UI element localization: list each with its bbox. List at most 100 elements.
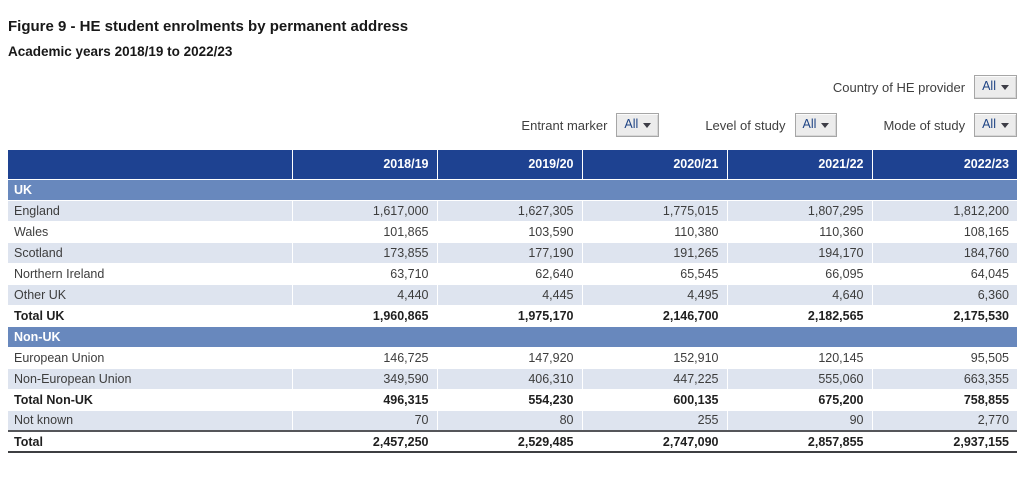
- filter-level-of-study: Level of study All: [705, 113, 838, 137]
- level-of-study-dropdown[interactable]: All: [794, 113, 838, 137]
- value-cell: 110,360: [727, 221, 873, 243]
- table-row: Total 2,457,250 2,529,485 2,747,090 2,857,85…: [8, 430, 1017, 453]
- value-cell: 63,710: [292, 263, 438, 285]
- filter-row-bottom: Entrant marker All Level of study All Mo…: [8, 113, 1017, 137]
- value-cell: 4,445: [437, 284, 583, 306]
- filter-label-country-of-he-provider: Country of HE provider: [832, 79, 966, 95]
- figure-subtitle: Academic years 2018/19 to 2022/23: [8, 44, 233, 59]
- value-cell: 6,360: [872, 284, 1017, 306]
- dropdown-value: All: [982, 117, 996, 131]
- value-cell: 406,310: [437, 368, 583, 390]
- year-column-header: 2022/23: [872, 150, 1017, 180]
- table-row: Northern Ireland 63,710 62,640 65,545 66,095…: [8, 263, 1017, 285]
- section-label: UK: [8, 179, 1017, 201]
- value-cell: 2,182,565: [727, 305, 873, 327]
- filter-row-top: Country of HE provider All: [8, 75, 1017, 99]
- table-row: Total Non-UK 496,315 554,230 600,135 675,200…: [8, 389, 1017, 411]
- value-cell: 146,725: [292, 347, 438, 369]
- value-cell: 191,265: [582, 242, 728, 264]
- value-cell: 2,747,090: [582, 430, 728, 453]
- value-cell: 2,937,155: [872, 430, 1017, 453]
- value-cell: 147,920: [437, 347, 583, 369]
- value-cell: 1,975,170: [437, 305, 583, 327]
- row-label: Total UK: [8, 305, 293, 327]
- value-cell: 675,200: [727, 389, 873, 411]
- value-cell: 62,640: [437, 263, 583, 285]
- value-cell: 70: [292, 410, 438, 432]
- filter-label-entrant-marker: Entrant marker: [521, 117, 608, 133]
- section-header-row: UK: [8, 179, 1017, 201]
- row-label: European Union: [8, 347, 293, 369]
- value-cell: 1,775,015: [582, 200, 728, 222]
- value-cell: 4,440: [292, 284, 438, 306]
- caret-down-icon: [1001, 85, 1009, 90]
- value-cell: 255: [582, 410, 728, 432]
- caret-down-icon: [1001, 123, 1009, 128]
- table-row: Non-European Union 349,590 406,310 447,225 5…: [8, 368, 1017, 390]
- value-cell: 2,146,700: [582, 305, 728, 327]
- row-label: Wales: [8, 221, 293, 243]
- value-cell: 758,855: [872, 389, 1017, 411]
- value-cell: 555,060: [727, 368, 873, 390]
- value-cell: 2,857,855: [727, 430, 873, 453]
- value-cell: 108,165: [872, 221, 1017, 243]
- row-label: Total Non-UK: [8, 389, 293, 411]
- table-row: Total UK 1,960,865 1,975,170 2,146,700 2,182…: [8, 305, 1017, 327]
- value-cell: 177,190: [437, 242, 583, 264]
- caret-down-icon: [643, 123, 652, 128]
- row-label: Northern Ireland: [8, 263, 293, 285]
- year-column-header: 2019/20: [437, 150, 583, 180]
- value-cell: 4,640: [727, 284, 873, 306]
- corner-header-cell: [8, 150, 293, 180]
- value-cell: 103,590: [437, 221, 583, 243]
- value-cell: 663,355: [872, 368, 1017, 390]
- caret-down-icon: [821, 123, 830, 128]
- value-cell: 101,865: [292, 221, 438, 243]
- value-cell: 1,627,305: [437, 200, 583, 222]
- value-cell: 194,170: [727, 242, 873, 264]
- value-cell: 2,457,250: [292, 430, 438, 453]
- table-row: Wales 101,865 103,590 110,380 110,360 108,165: [8, 221, 1017, 243]
- value-cell: 1,812,200: [872, 200, 1017, 222]
- value-cell: 80: [437, 410, 583, 432]
- section-header-row: Non-UK: [8, 326, 1017, 348]
- dropdown-value: All: [982, 79, 996, 93]
- mode-of-study-dropdown[interactable]: All: [974, 113, 1017, 137]
- value-cell: 66,095: [727, 263, 873, 285]
- dropdown-value: All: [624, 117, 639, 131]
- table-row: Other UK 4,440 4,445 4,495 4,640 6,360: [8, 284, 1017, 306]
- filter-label-level-of-study: Level of study: [705, 117, 786, 133]
- value-cell: 2,175,530: [872, 305, 1017, 327]
- value-cell: 1,617,000: [292, 200, 438, 222]
- filter-entrant-marker: Entrant marker All: [521, 113, 660, 137]
- figure-title: Figure 9 - HE student enrolments by perm…: [8, 18, 409, 35]
- entrant-marker-dropdown[interactable]: All: [616, 113, 660, 137]
- enrolments-table: 2018/19 2019/20 2020/21 2021/22 2022/23 UK En…: [8, 150, 1017, 453]
- value-cell: 173,855: [292, 242, 438, 264]
- value-cell: 1,960,865: [292, 305, 438, 327]
- value-cell: 95,505: [872, 347, 1017, 369]
- filter-country-of-he-provider: Country of HE provider All: [833, 75, 1017, 99]
- year-column-header: 2021/22: [727, 150, 873, 180]
- table-row: Scotland 173,855 177,190 191,265 194,170 184,…: [8, 242, 1017, 264]
- value-cell: 90: [727, 410, 873, 432]
- value-cell: 120,145: [727, 347, 873, 369]
- table-row: England 1,617,000 1,627,305 1,775,015 1,807,…: [8, 200, 1017, 222]
- value-cell: 1,807,295: [727, 200, 873, 222]
- year-column-header: 2020/21: [582, 150, 728, 180]
- filter-label-mode-of-study: Mode of study: [883, 117, 966, 133]
- value-cell: 110,380: [582, 221, 728, 243]
- row-label: Scotland: [8, 242, 293, 264]
- value-cell: 184,760: [872, 242, 1017, 264]
- country-of-he-provider-dropdown[interactable]: All: [974, 75, 1017, 99]
- table-row: Not known 70 80 255 90 2,770: [8, 410, 1017, 432]
- row-label: Not known: [8, 410, 293, 432]
- value-cell: 447,225: [582, 368, 728, 390]
- value-cell: 2,529,485: [437, 430, 583, 453]
- filter-mode-of-study: Mode of study All: [883, 113, 1017, 137]
- report-page: Figure 9 - HE student enrolments by perm…: [8, 18, 1017, 453]
- value-cell: 4,495: [582, 284, 728, 306]
- value-cell: 600,135: [582, 389, 728, 411]
- value-cell: 554,230: [437, 389, 583, 411]
- value-cell: 65,545: [582, 263, 728, 285]
